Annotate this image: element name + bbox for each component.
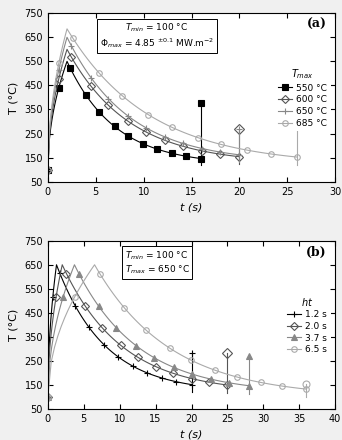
Text: (a): (a) <box>306 18 327 31</box>
Y-axis label: T (°C): T (°C) <box>9 309 19 341</box>
Text: $T_{min}$ = 100 °C
$T_{max}$ = 650 °C: $T_{min}$ = 100 °C $T_{max}$ = 650 °C <box>124 249 189 276</box>
Y-axis label: T (°C): T (°C) <box>9 81 19 114</box>
Text: $T_{min}$ = 100 °C
$\Phi_{max}$ = 4.85 $^{\pm 0.1}$ MW.m$^{-2}$: $T_{min}$ = 100 °C $\Phi_{max}$ = 4.85 $… <box>100 22 214 50</box>
X-axis label: t (s): t (s) <box>180 429 203 440</box>
Text: (b): (b) <box>306 246 327 259</box>
X-axis label: t (s): t (s) <box>180 202 203 212</box>
Legend: 1.2 s, 2.0 s, 3.7 s, 6.5 s: 1.2 s, 2.0 s, 3.7 s, 6.5 s <box>284 292 331 358</box>
Legend: 550 °C, 600 °C, 650 °C, 685 °C: 550 °C, 600 °C, 650 °C, 685 °C <box>275 63 331 132</box>
